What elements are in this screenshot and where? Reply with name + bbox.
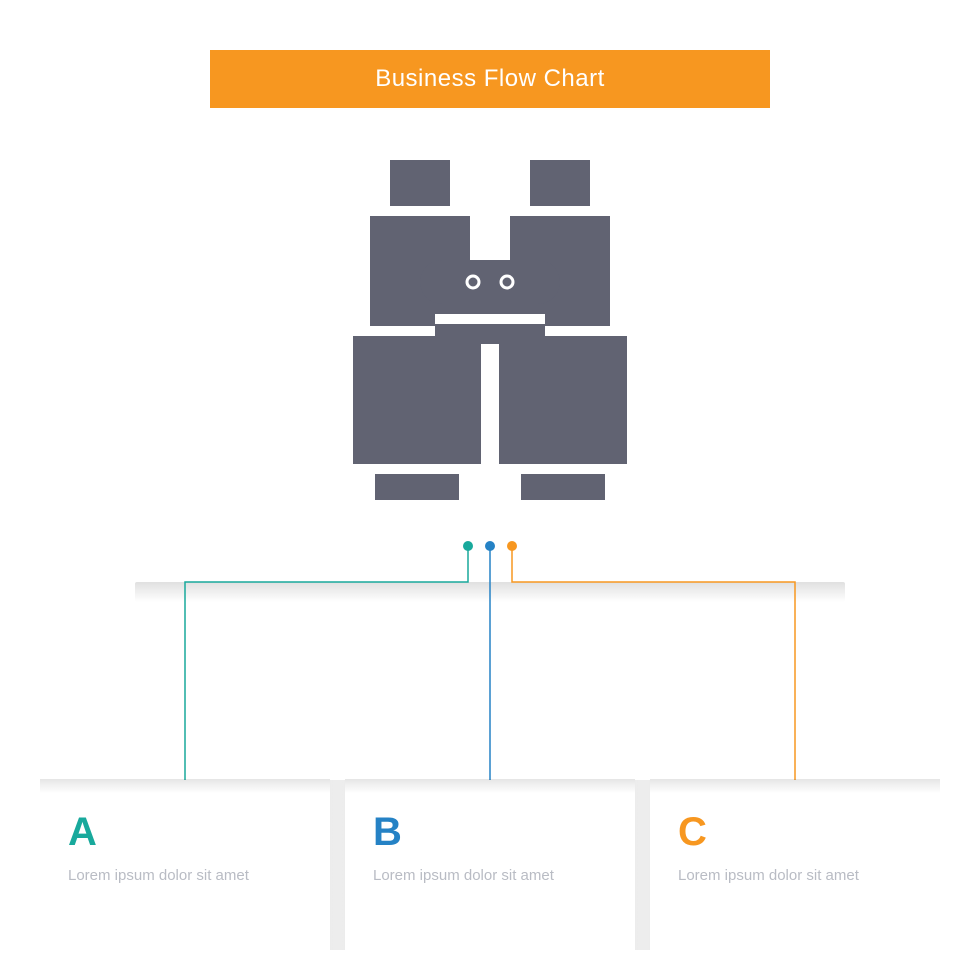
card-body: Lorem ipsum dolor sit amet <box>678 865 912 886</box>
cards-row: A Lorem ipsum dolor sit amet B Lorem ips… <box>40 780 940 950</box>
binoculars-icon <box>335 160 645 505</box>
card-letter: C <box>678 810 912 855</box>
card-letter: A <box>68 810 302 855</box>
card-body: Lorem ipsum dolor sit amet <box>68 865 302 886</box>
card-b: B Lorem ipsum dolor sit amet <box>345 780 635 950</box>
card-body: Lorem ipsum dolor sit amet <box>373 865 607 886</box>
connector-dot-c <box>507 541 517 551</box>
title-bar: Business Flow Chart <box>210 50 770 108</box>
connector-shadow <box>135 582 845 602</box>
card-letter: B <box>373 810 607 855</box>
card-c: C Lorem ipsum dolor sit amet <box>650 780 940 950</box>
connector-dot-a <box>463 541 473 551</box>
card-a: A Lorem ipsum dolor sit amet <box>40 780 330 950</box>
connector-dot-b <box>485 541 495 551</box>
